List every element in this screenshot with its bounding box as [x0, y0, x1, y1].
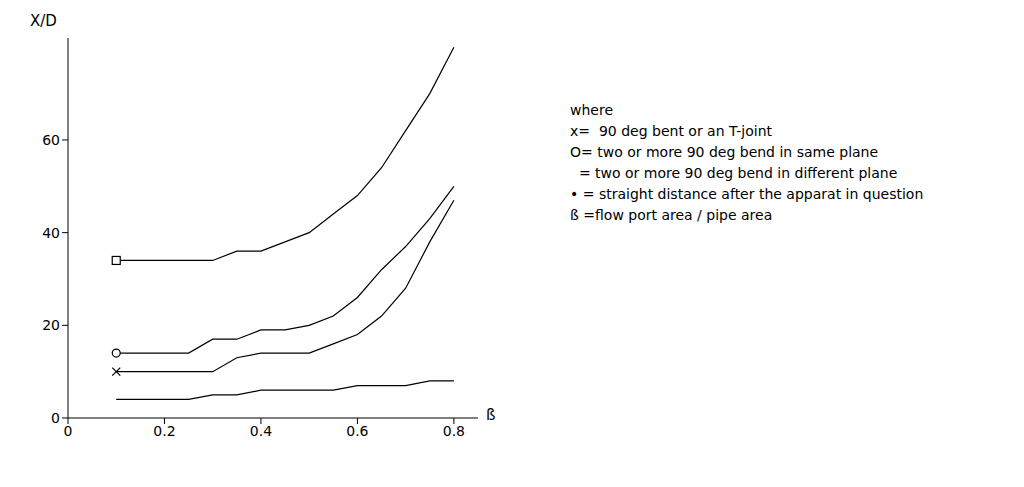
svg-text:0.6: 0.6: [346, 423, 368, 439]
svg-text:0.8: 0.8: [443, 423, 465, 439]
html-text:O= two or more 90 deg bend in: O= two or more 90 deg bend in same plane: [570, 144, 879, 160]
html-text:ß: ß: [486, 406, 496, 424]
html-text:• = straight distance after th: • = straight distance after the apparat …: [570, 186, 924, 202]
svg-text:60: 60: [42, 132, 60, 148]
html-text:= two or more 90 deg bend in d: = two or more 90 deg bend in different p…: [570, 165, 898, 181]
html-text:where: where: [570, 102, 613, 118]
svg-text:0.2: 0.2: [153, 423, 175, 439]
html-text:x= 90 deg bent or an T-joint: x= 90 deg bent or an T-joint: [570, 123, 772, 139]
html-text:ß =flow port area / pipe area: ß =flow port area / pipe area: [570, 207, 773, 223]
svg-text:0.4: 0.4: [250, 423, 272, 439]
svg-text:40: 40: [42, 225, 60, 241]
html-text:X/D: X/D: [30, 12, 57, 30]
svg-text:20: 20: [42, 317, 60, 333]
svg-text:0: 0: [64, 423, 73, 439]
svg-text:0: 0: [51, 410, 60, 426]
